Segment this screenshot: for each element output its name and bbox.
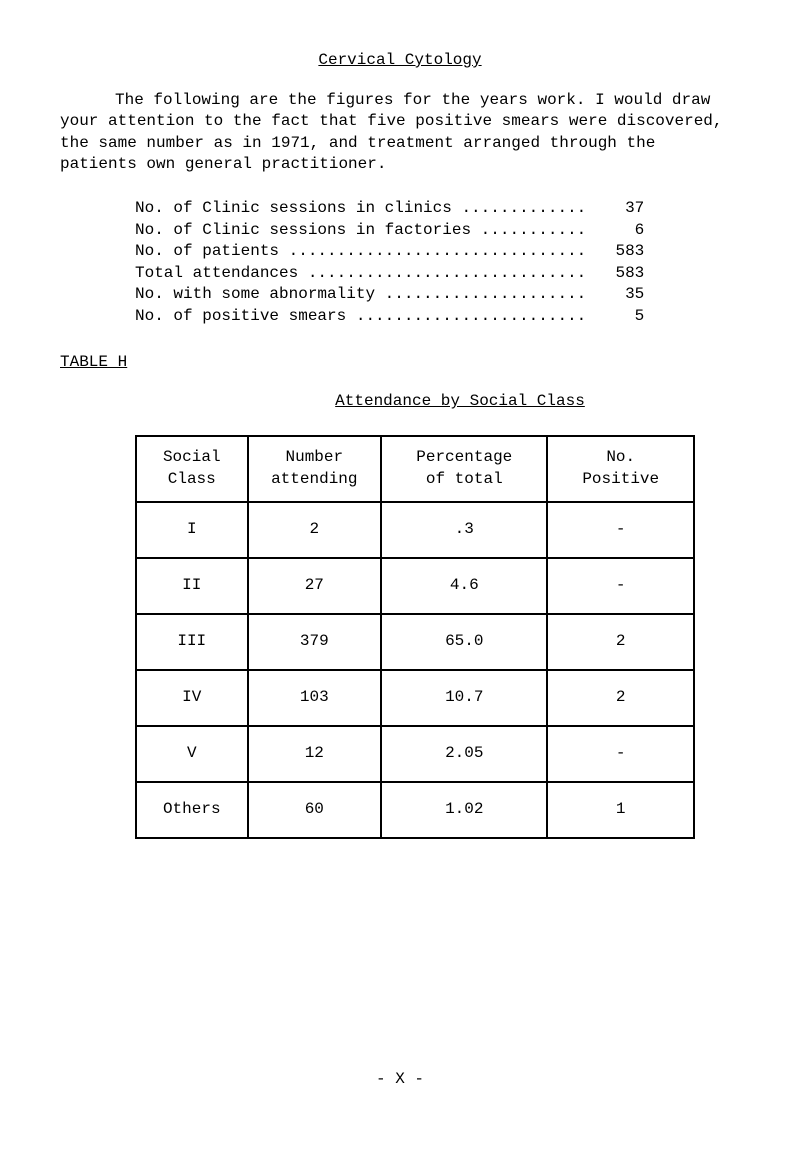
stat-row: Total attendances ......................… — [135, 263, 740, 285]
stat-value: 35 — [594, 284, 644, 306]
cell-pos: 1 — [547, 782, 694, 838]
intro-paragraph: The following are the figures for the ye… — [60, 90, 740, 176]
table-row: IV 103 10.7 2 — [136, 670, 694, 726]
intro-text: The following are the figures for the ye… — [60, 91, 723, 174]
stat-value: 583 — [594, 241, 644, 263]
table-row: III 379 65.0 2 — [136, 614, 694, 670]
stat-label: No. with some abnormality ..............… — [135, 284, 586, 306]
cell-num: 27 — [248, 558, 382, 614]
cell-pct: .3 — [381, 502, 547, 558]
cell-pct: 4.6 — [381, 558, 547, 614]
stats-block: No. of Clinic sessions in clinics ......… — [135, 198, 740, 328]
stat-label: Total attendances ......................… — [135, 263, 586, 285]
table-row: Others 60 1.02 1 — [136, 782, 694, 838]
stat-value: 6 — [594, 220, 644, 242]
cell-num: 379 — [248, 614, 382, 670]
stat-label: No. of Clinic sessions in factories ....… — [135, 220, 586, 242]
cell-pct: 1.02 — [381, 782, 547, 838]
cell-pos: 2 — [547, 670, 694, 726]
stat-row: No. of Clinic sessions in factories ....… — [135, 220, 740, 242]
cell-class: Others — [136, 782, 248, 838]
table-row: I 2 .3 - — [136, 502, 694, 558]
stat-label: No. of Clinic sessions in clinics ......… — [135, 198, 586, 220]
stat-value: 583 — [594, 263, 644, 285]
table-label: TABLE H — [60, 352, 740, 374]
col-header-number: Numberattending — [248, 436, 382, 502]
stat-row: No. of Clinic sessions in clinics ......… — [135, 198, 740, 220]
cell-pos: 2 — [547, 614, 694, 670]
cell-num: 12 — [248, 726, 382, 782]
stat-value: 5 — [594, 306, 644, 328]
col-header-positive: No.Positive — [547, 436, 694, 502]
attendance-table: SocialClass Numberattending Percentageof… — [135, 435, 695, 839]
cell-num: 2 — [248, 502, 382, 558]
col-header-percentage: Percentageof total — [381, 436, 547, 502]
page-title: Cervical Cytology — [60, 50, 740, 72]
cell-pos: - — [547, 502, 694, 558]
stat-row: No. with some abnormality ..............… — [135, 284, 740, 306]
cell-pos: - — [547, 558, 694, 614]
cell-pct: 65.0 — [381, 614, 547, 670]
table-header-row: SocialClass Numberattending Percentageof… — [136, 436, 694, 502]
cell-num: 103 — [248, 670, 382, 726]
table-row: II 27 4.6 - — [136, 558, 694, 614]
cell-pct: 2.05 — [381, 726, 547, 782]
cell-pct: 10.7 — [381, 670, 547, 726]
cell-num: 60 — [248, 782, 382, 838]
col-header-class: SocialClass — [136, 436, 248, 502]
cell-class: V — [136, 726, 248, 782]
cell-class: IV — [136, 670, 248, 726]
page-footer: - X - — [0, 1069, 800, 1091]
stat-value: 37 — [594, 198, 644, 220]
stat-row: No. of positive smears .................… — [135, 306, 740, 328]
cell-class: II — [136, 558, 248, 614]
cell-class: I — [136, 502, 248, 558]
cell-pos: - — [547, 726, 694, 782]
table-row: V 12 2.05 - — [136, 726, 694, 782]
table-title: Attendance by Social Class — [180, 391, 740, 413]
stat-label: No. of positive smears .................… — [135, 306, 586, 328]
cell-class: III — [136, 614, 248, 670]
stat-label: No. of patients ........................… — [135, 241, 586, 263]
stat-row: No. of patients ........................… — [135, 241, 740, 263]
